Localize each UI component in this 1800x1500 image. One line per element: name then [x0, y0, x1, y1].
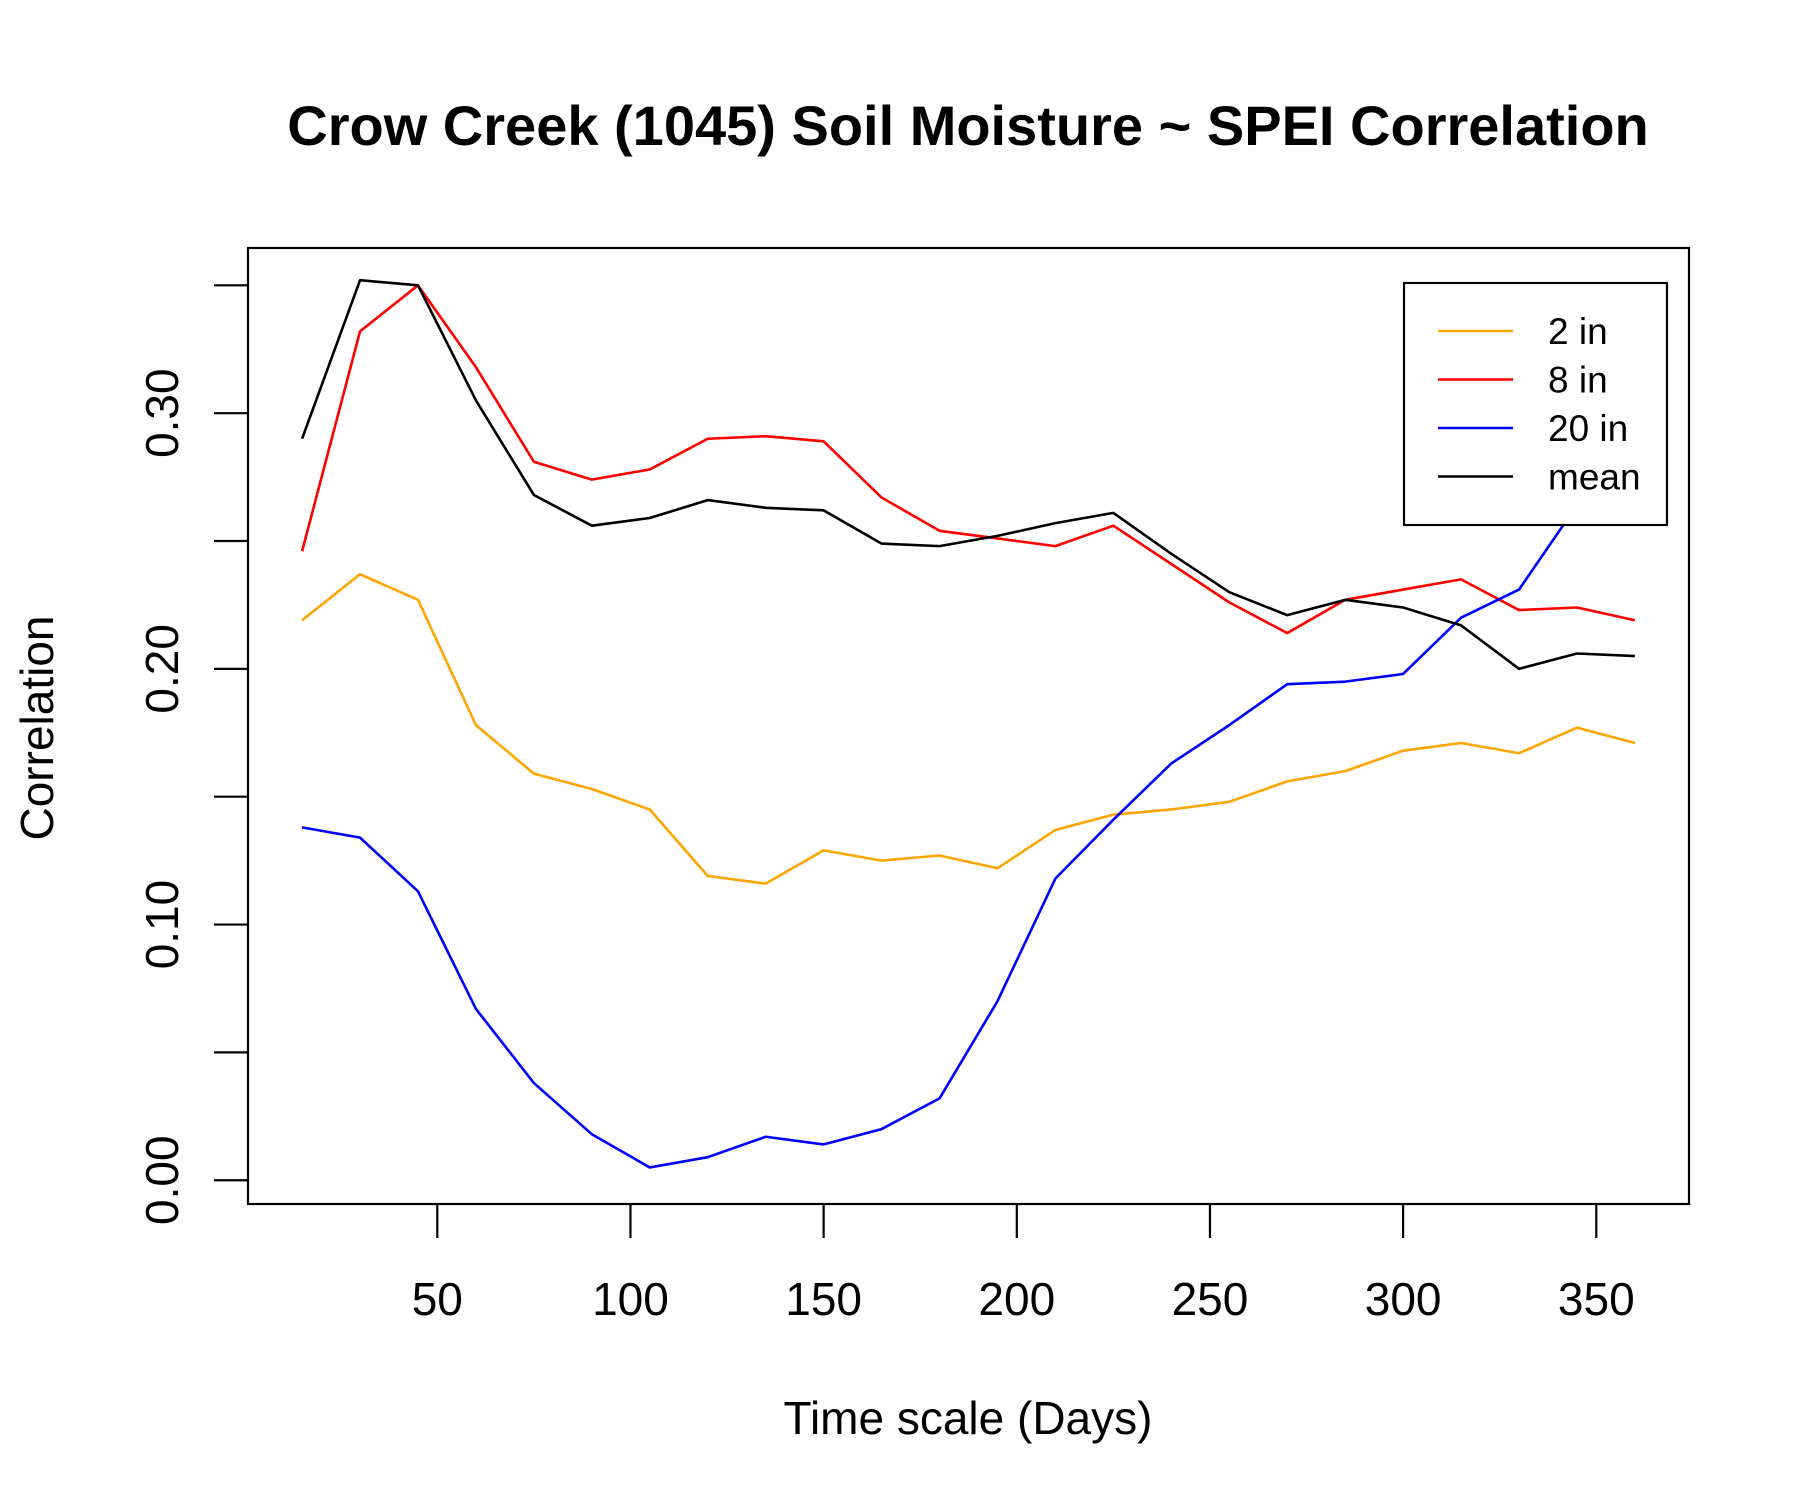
- y-tick-label: 0.30: [136, 368, 188, 458]
- y-axis: 0.00 0.10 0.20 0.30: [136, 284, 248, 1225]
- series-line-3: [300, 278, 1635, 671]
- legend-label: 2 in: [1548, 311, 1608, 352]
- x-tick-label: 200: [978, 1273, 1055, 1325]
- series-line-1: [300, 284, 1636, 635]
- x-axis-label: Time scale (Days): [784, 1392, 1153, 1444]
- legend-label: 8 in: [1548, 360, 1608, 401]
- plot-area: [300, 278, 1637, 1169]
- x-tick-label: 50: [412, 1273, 463, 1325]
- x-tick-label: 300: [1365, 1273, 1442, 1325]
- series-line-2: [301, 412, 1637, 1169]
- chart-title: Crow Creek (1045) Soil Moisture ~ SPEI C…: [287, 94, 1649, 157]
- x-tick-label: 250: [1172, 1273, 1249, 1325]
- plot-frame: [246, 246, 1691, 1206]
- y-tick-label: 0.00: [136, 1135, 188, 1225]
- legend-label: 20 in: [1548, 408, 1628, 449]
- legend-label: mean: [1548, 457, 1641, 498]
- legend: 2 in 8 in 20 in mean: [1402, 281, 1669, 527]
- y-tick-label: 0.10: [136, 880, 188, 970]
- x-axis: 50 100 150 200 250 300 350: [412, 1204, 1635, 1325]
- x-tick-label: 100: [592, 1273, 669, 1325]
- legend-box: [1402, 281, 1669, 527]
- y-axis-label: Correlation: [11, 616, 63, 841]
- x-tick-label: 350: [1558, 1273, 1635, 1325]
- series-line-0: [301, 572, 1636, 885]
- x-tick-label: 150: [785, 1273, 862, 1325]
- y-tick-label: 0.20: [136, 624, 188, 714]
